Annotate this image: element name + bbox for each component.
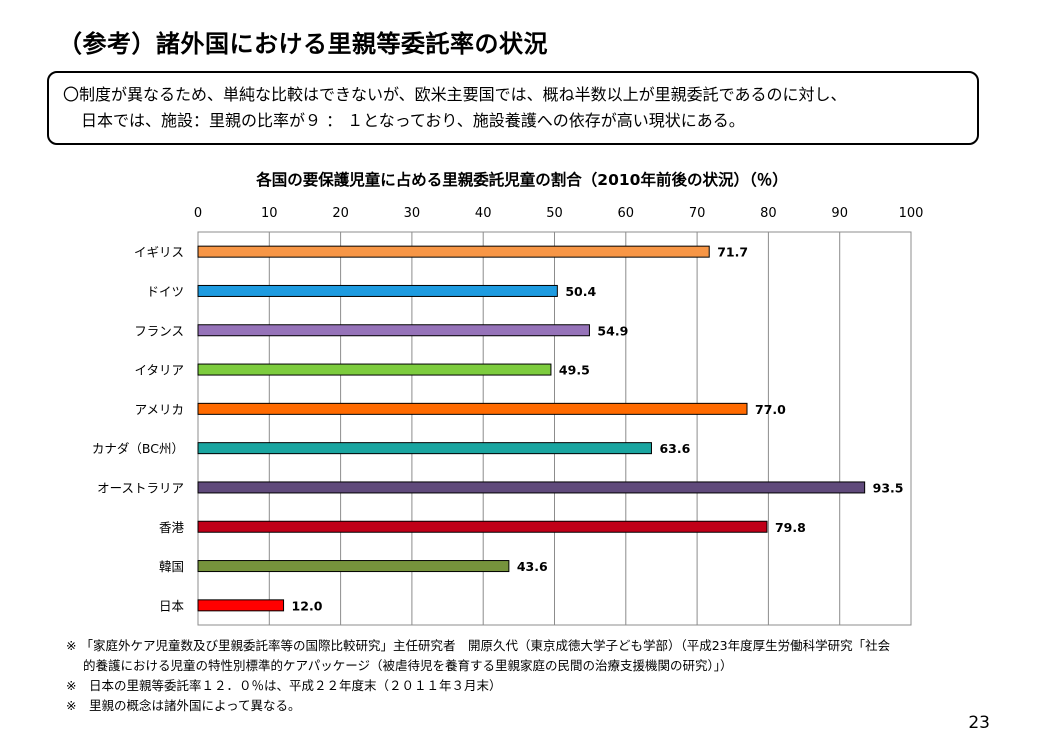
bar-9: [197, 560, 510, 573]
bar-6: [197, 442, 652, 455]
bar-5: [197, 402, 748, 415]
category-label-1: イギリス: [134, 245, 184, 260]
summary-box: 〇制度が異なるため、単純な比較はできないが、欧米主要国では、概ね半数以上が里親委…: [47, 71, 979, 145]
x-tick-label-40: 40: [475, 206, 492, 221]
bar-7: [197, 481, 866, 494]
category-label-8: 香港: [159, 520, 185, 535]
chart-title: 各国の要保護児童に占める里親委託児童の割合（2010年前後の状況）（％）: [256, 171, 788, 189]
footnote-source-line-1: ※ 「家庭外ケア児童数及び里親委託率等の国際比較研究」主任研究者 開原久代（東京…: [66, 638, 891, 653]
bar-1: [197, 245, 710, 258]
x-tick-label-10: 10: [261, 206, 278, 221]
summary-line-2: 日本では、施設：里親の比率が９ ： １となっており、施設養護への依存が高い現状に…: [81, 111, 745, 130]
value-label-8: 79.8: [775, 520, 806, 535]
footnote-source-line-2: 的養護における児童の特性別標準的ケアパッケージ（被虐待児を養育する里親家庭の民間…: [83, 658, 733, 673]
value-label-3: 54.9: [597, 323, 628, 338]
bar-10: [197, 599, 285, 612]
x-tick-label-50: 50: [546, 206, 563, 221]
value-label-6: 63.6: [659, 441, 690, 456]
plot-area: [197, 231, 912, 626]
x-tick-label-30: 30: [404, 206, 421, 221]
x-tick-label-20: 20: [332, 206, 349, 221]
footnote-japan-rate-text: ※ 日本の里親等委託率１２．０％は、平成２２年度末（２０１１年３月末）: [66, 678, 502, 693]
summary-line-1: 〇制度が異なるため、単純な比較はできないが、欧米主要国では、概ね半数以上が里親委…: [63, 85, 847, 104]
page-number: 23: [968, 713, 990, 733]
x-tick-label-80: 80: [760, 206, 777, 221]
slide-title: （参考）諸外国における里親等委託率の状況: [58, 30, 548, 58]
footnote-japan-rate: ※ 日本の里親等委託率１２．０％は、平成２２年度末（２０１１年３月末）: [66, 676, 890, 696]
footnote-definition-text: ※ 里親の概念は諸外国によって異なる。: [66, 698, 301, 713]
value-label-1: 71.7: [717, 245, 748, 260]
x-tick-label-100: 100: [899, 206, 924, 221]
x-tick-label-90: 90: [831, 206, 848, 221]
category-label-2: ドイツ: [146, 284, 184, 299]
category-label-9: 韓国: [159, 559, 184, 574]
footnote-definition: ※ 里親の概念は諸外国によって異なる。: [66, 696, 890, 716]
value-label-2: 50.4: [565, 284, 596, 299]
value-label-5: 77.0: [755, 402, 786, 417]
bar-3: [197, 324, 590, 337]
bar-4: [197, 363, 552, 376]
x-tick-label-0: 0: [194, 206, 202, 221]
footnotes: ※ 「家庭外ケア児童数及び里親委託率等の国際比較研究」主任研究者 開原久代（東京…: [66, 636, 890, 716]
value-label-9: 43.6: [517, 559, 548, 574]
category-label-6: カナダ（BC州）: [92, 441, 184, 456]
category-label-3: フランス: [134, 323, 184, 338]
category-label-4: イタリア: [134, 363, 184, 378]
value-label-4: 49.5: [559, 363, 590, 378]
value-label-7: 93.5: [873, 480, 904, 495]
bar-2: [197, 284, 558, 297]
x-tick-label-70: 70: [689, 206, 706, 221]
category-label-5: アメリカ: [135, 402, 184, 417]
bar-8: [197, 520, 768, 533]
category-label-7: オーストラリア: [97, 480, 184, 495]
value-label-10: 12.0: [292, 598, 323, 613]
category-label-10: 日本: [159, 598, 185, 613]
x-tick-label-60: 60: [618, 206, 635, 221]
footnote-source: ※ 「家庭外ケア児童数及び里親委託率等の国際比較研究」主任研究者 開原久代（東京…: [66, 636, 890, 676]
